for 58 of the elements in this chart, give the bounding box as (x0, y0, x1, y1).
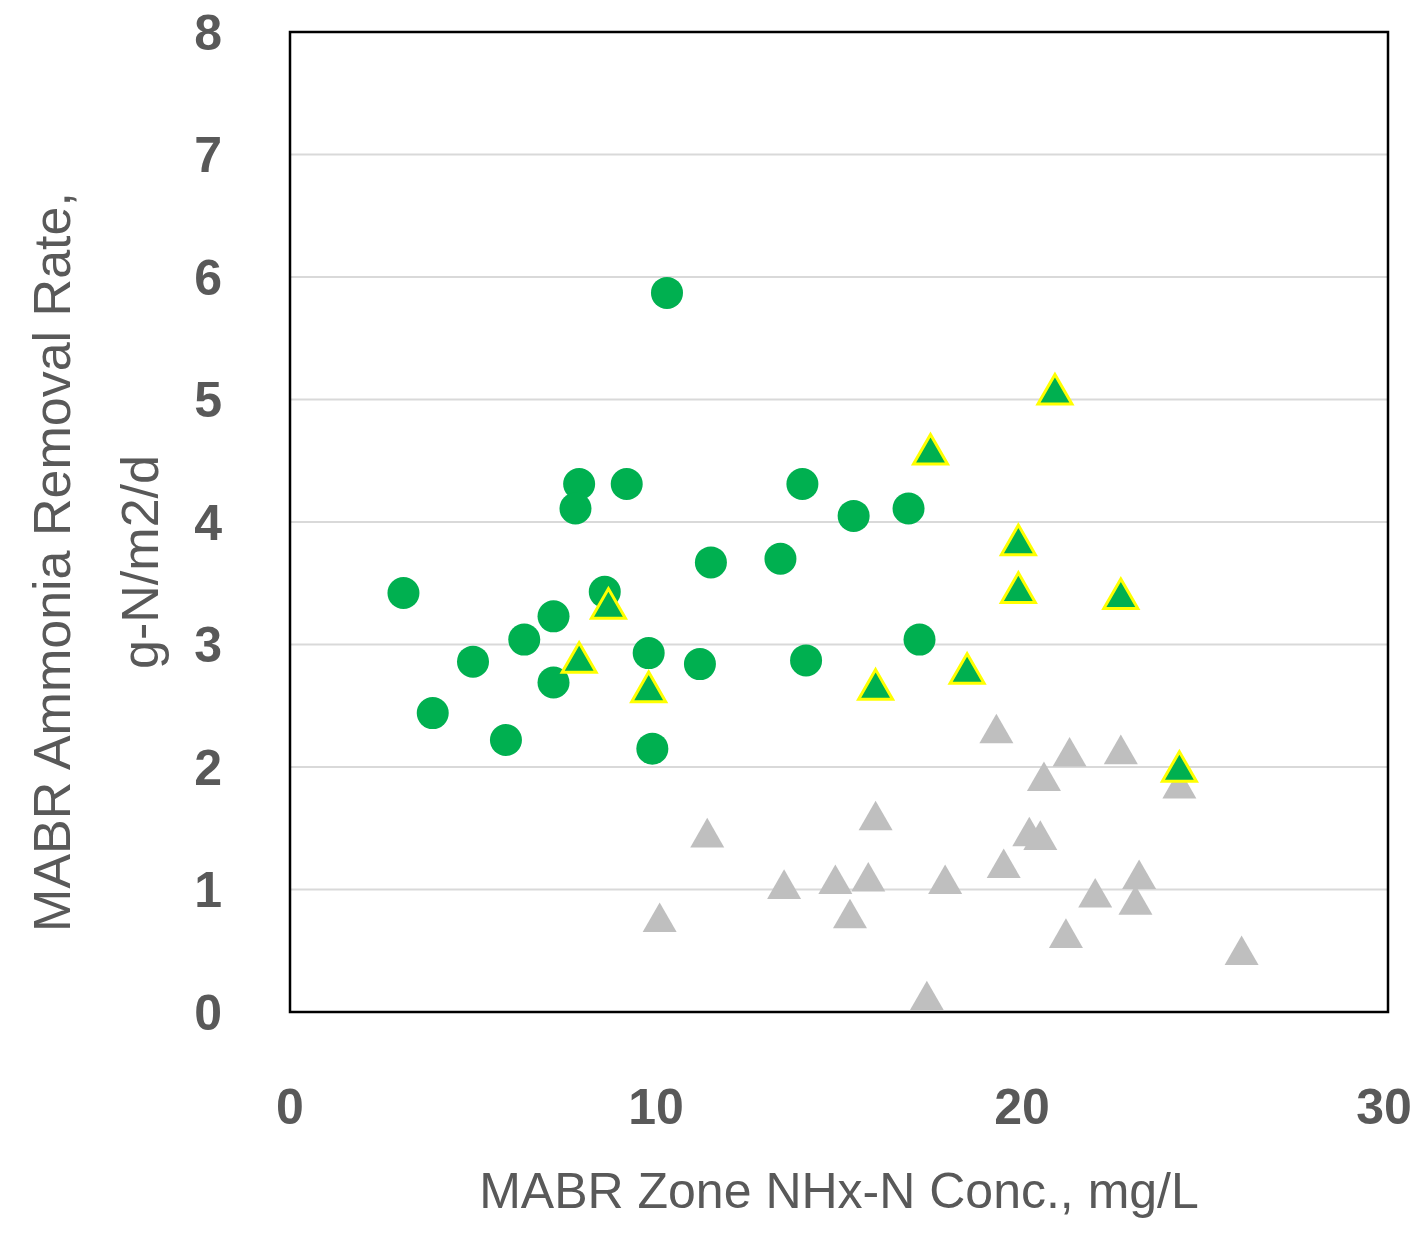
point (1160, 750, 1198, 783)
point (1023, 820, 1058, 850)
point (387, 577, 420, 610)
point (790, 644, 823, 677)
point (1078, 877, 1113, 908)
y-tick-label: 0 (194, 984, 222, 1041)
point (1102, 577, 1140, 611)
point (928, 864, 963, 894)
point (764, 542, 797, 575)
point (858, 800, 893, 831)
point (903, 623, 936, 656)
point (560, 641, 598, 674)
point (979, 713, 1014, 744)
point (636, 732, 669, 765)
point (1048, 918, 1083, 948)
x-axis-title: MABR Zone NHx-N Conc., mg/L (479, 1163, 1199, 1219)
point (909, 980, 944, 1011)
y-tick-label: 6 (194, 249, 222, 306)
point (630, 670, 668, 704)
y-tick-label: 2 (194, 739, 222, 796)
point (457, 645, 489, 678)
x-tick-label: 0 (276, 1079, 304, 1135)
point (818, 864, 853, 894)
y-tick-label: 1 (194, 862, 222, 918)
point (1122, 859, 1157, 890)
x-tick-label: 20 (994, 1079, 1050, 1135)
point (537, 666, 570, 699)
point (537, 600, 570, 633)
point (683, 648, 716, 681)
point (1026, 761, 1061, 792)
point (694, 546, 727, 579)
point (1103, 734, 1138, 765)
point (632, 637, 665, 670)
point (508, 623, 541, 656)
point (650, 276, 683, 309)
point (948, 652, 986, 685)
point (786, 468, 819, 501)
point (857, 668, 895, 701)
point (610, 468, 643, 501)
point (1052, 737, 1087, 767)
point (851, 861, 886, 892)
point (1224, 935, 1259, 966)
point (559, 492, 592, 525)
x-tick-label: 10 (628, 1079, 684, 1135)
y-tick-label: 3 (194, 617, 222, 673)
point (642, 902, 677, 932)
point (832, 898, 867, 929)
point (892, 492, 925, 525)
point (767, 869, 802, 899)
x-tick-label: 30 (1356, 1079, 1412, 1135)
point (690, 817, 725, 848)
y-tick-label: 7 (194, 127, 222, 183)
point (837, 499, 870, 532)
y-tick-label: 8 (194, 4, 222, 61)
y-tick-label: 5 (194, 372, 222, 428)
y-tick-label: 4 (194, 494, 223, 551)
point (986, 848, 1021, 879)
y-axis-title: MABR Ammonia Removal Rate, g-N/m2/d (23, 192, 169, 932)
